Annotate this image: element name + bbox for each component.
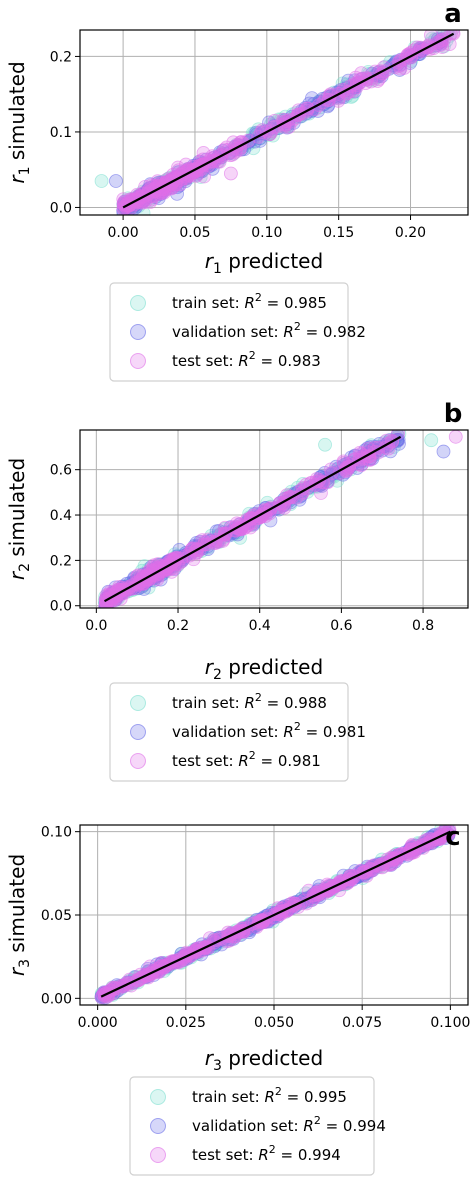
panel-label: b [444, 399, 463, 429]
legend-marker [130, 295, 146, 311]
scatter-points [97, 430, 463, 608]
data-point-outlier [94, 174, 109, 188]
y-axis-label: r1 simulated [5, 61, 33, 183]
legend-marker [130, 753, 146, 769]
y-tick-label: 0.2 [50, 553, 72, 569]
y-tick-label: 0.1 [50, 125, 72, 141]
legend-entry: validation set: R2 = 0.982 [172, 320, 366, 341]
legend-entry: train set: R2 = 0.988 [172, 691, 327, 712]
data-point-test-set [99, 596, 114, 608]
legend: train set: R2 = 0.988 validation set: R2 … [109, 682, 366, 782]
x-tick-label: 0.8 [412, 618, 434, 634]
identity-line [122, 32, 455, 209]
x-tick-label: 0.05 [179, 225, 210, 241]
data-point-test-set [314, 486, 328, 500]
panel-label: a [444, 0, 462, 29]
data-point-test-set [196, 146, 211, 160]
plot-frame [79, 429, 469, 609]
identity-line [103, 435, 402, 603]
chart-panel-b: 0.0 0.2 0.4 0.6 0.8 0.0 0.2 0.4 0.6 r2 predicted r… [5, 399, 469, 782]
chart-panel-c: 0.000 0.025 0.050 0.075 0.100 0.00 0.05 0.10 r3 … [5, 822, 470, 1176]
legend-marker [130, 724, 146, 740]
identity-line [100, 830, 451, 998]
legend: train set: R2 = 0.985 validation set: R2 … [109, 282, 366, 382]
y-axis-label: r2 simulated [5, 458, 33, 580]
data-point-test-set [391, 430, 406, 441]
x-axis-label: r2 predicted [205, 655, 323, 683]
y-tick-label: 0.0 [50, 599, 72, 615]
x-tick-label: 0.20 [395, 225, 426, 241]
x-tick-label: 0.075 [342, 1015, 382, 1031]
data-point-outlier [223, 166, 238, 181]
x-tick-label: 0.2 [167, 618, 189, 634]
legend-box [109, 682, 349, 782]
legend-marker [130, 324, 146, 340]
y-tick-label: 0.05 [41, 908, 72, 924]
legend-marker [130, 353, 146, 369]
x-axis-label: r3 predicted [205, 1046, 323, 1074]
legend-entry: validation set: R2 = 0.981 [172, 720, 366, 741]
x-tick-label: 0.000 [78, 1015, 118, 1031]
legend-box [109, 282, 349, 382]
legend-marker [130, 695, 146, 711]
data-point-test-set [164, 564, 179, 579]
legend-entry: validation set: R2 = 0.994 [192, 1114, 386, 1135]
y-axis-label: r3 simulated [5, 854, 33, 976]
scatter-points [94, 825, 457, 1005]
x-tick-label: 0.00 [108, 225, 139, 241]
x-tick-label: 0.6 [330, 618, 352, 634]
x-tick-label: 0.4 [249, 618, 271, 634]
y-tick-label: 0.2 [50, 49, 72, 65]
x-tick-label: 0.15 [323, 225, 354, 241]
data-point-outlier [424, 433, 439, 448]
y-tick-label: 0.4 [50, 508, 72, 524]
legend-entry: test set: R2 = 0.981 [172, 749, 321, 770]
legend: train set: R2 = 0.995 validation set: R2 … [129, 1076, 386, 1176]
legend-entry: train set: R2 = 0.985 [172, 291, 327, 312]
x-tick-label: 0.0 [85, 618, 107, 634]
y-tick-label: 0.6 [50, 463, 72, 479]
x-tick-label: 0.100 [430, 1015, 470, 1031]
legend-marker [150, 1118, 166, 1134]
data-point-outlier [436, 444, 451, 459]
legend-marker [150, 1147, 166, 1163]
legend-marker [150, 1089, 166, 1105]
legend-entry: test set: R2 = 0.983 [172, 349, 321, 370]
x-tick-label: 0.025 [166, 1015, 206, 1031]
legend-entry: test set: R2 = 0.994 [192, 1143, 341, 1164]
x-tick-label: 0.10 [251, 225, 282, 241]
scatter-points [94, 30, 461, 215]
panel-label: c [445, 822, 460, 852]
y-tick-label: 0.0 [50, 200, 72, 216]
data-point-outlier [448, 430, 463, 444]
legend-entry: train set: R2 = 0.995 [192, 1085, 347, 1106]
x-tick-label: 0.050 [254, 1015, 294, 1031]
y-tick-label: 0.10 [41, 825, 72, 841]
data-point-outlier [109, 174, 123, 188]
chart-panel-a: 0.00 0.05 0.10 0.15 0.20 0.0 0.1 0.2 r1 predicte… [5, 0, 469, 382]
plot-frame [79, 29, 469, 216]
y-tick-label: 0.00 [41, 991, 72, 1007]
x-axis-label: r1 predicted [205, 249, 323, 277]
data-point-outlier [318, 437, 332, 452]
